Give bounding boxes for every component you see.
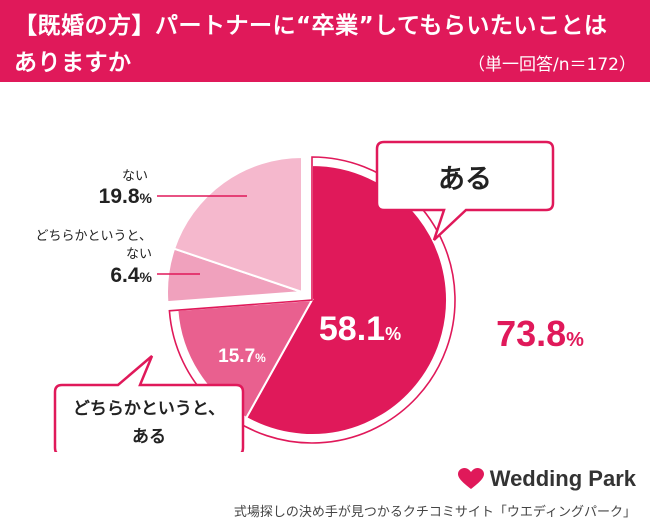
brand-name: Wedding Park	[489, 466, 636, 491]
label-no-category: ない	[122, 169, 148, 184]
heart-icon	[457, 468, 484, 489]
chart-subtitle: （単一回答/n＝172）	[468, 55, 636, 75]
wedding-park-logo: Wedding Park	[457, 466, 636, 492]
chart-title-line-2: ありますか	[14, 50, 132, 76]
slice-value-label-somewhat-yes: 15.7%	[218, 346, 266, 367]
label-no-value: 19.8%	[99, 185, 153, 208]
chart-title-line-1: 【既婚の方】パートナーに“卒業”してもらいたいことは	[14, 13, 608, 39]
callout-somewhat-yes-line-2: ある	[132, 427, 166, 447]
pie-chart: 58.1% 15.7% 73.8% ない 19.8% どちらかというと、 ない …	[36, 140, 584, 452]
callout-bubble-somewhat-yes	[53, 355, 245, 452]
callout-somewhat-yes-line-1: どちらかというと、	[73, 399, 225, 419]
pie-slice-no	[172, 155, 303, 294]
title-banner: 【既婚の方】パートナーに“卒業”してもらいたいことは ありますか （単一回答/n…	[0, 0, 650, 82]
label-somewhat-no-value: 6.4%	[110, 264, 152, 287]
combined-value-label: 73.8%	[496, 313, 584, 354]
pie-slices	[166, 155, 448, 436]
slice-value-label-yes: 58.1%	[319, 310, 401, 348]
callout-bubble-yes	[375, 140, 555, 241]
footer-caption: 式場探しの決め手が見つかるクチコミサイト「ウエディングパーク」	[233, 505, 636, 520]
callout-yes-text: ある	[438, 164, 492, 195]
label-somewhat-no-line-2: ない	[126, 247, 152, 262]
label-somewhat-no-line-1: どちらかというと、	[36, 229, 152, 244]
